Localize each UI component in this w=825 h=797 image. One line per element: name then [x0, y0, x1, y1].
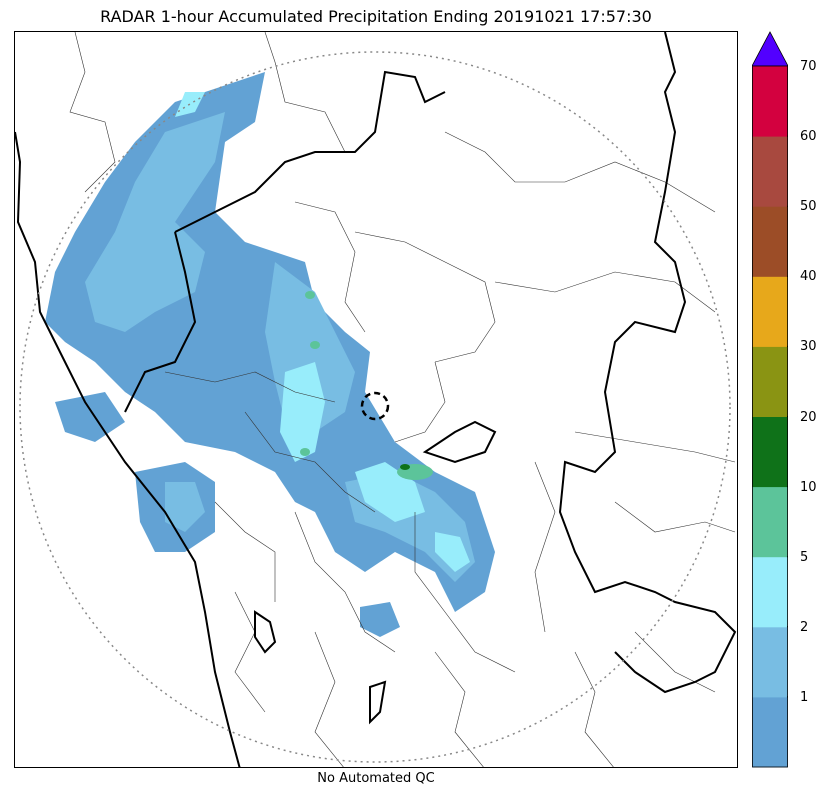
colorbar-bin — [752, 66, 788, 137]
colorbar-bin — [752, 626, 788, 698]
precip-layer-5 — [400, 464, 410, 470]
colorbar-bin — [752, 276, 788, 347]
precip-layer-3 — [175, 92, 470, 572]
colorbar-tick-label: 5 — [800, 549, 809, 565]
colorbar-bin — [752, 696, 788, 768]
colorbar-tick-label: 60 — [800, 129, 817, 145]
colorbar-tick-label: 70 — [800, 59, 817, 74]
chart-title: RADAR 1-hour Accumulated Precipitation E… — [100, 7, 652, 26]
colorbar-tick-label: 50 — [800, 199, 817, 215]
colorbar-bin — [752, 416, 788, 488]
colorbar-tick-label: 1 — [800, 689, 809, 705]
colorbar-bin — [752, 346, 788, 417]
colorbar-bin — [752, 136, 788, 207]
colorbar-overflow-triangle — [752, 31, 788, 67]
radar-site-marker — [360, 391, 390, 421]
colorbar-bin — [752, 206, 788, 277]
colorbar-tick-label: 30 — [800, 339, 817, 355]
colorbar-tick-label: 40 — [800, 269, 817, 285]
colorbar-tick-label: 10 — [800, 479, 817, 495]
colorbar-tick-label: 20 — [800, 409, 817, 425]
colorbar-bin — [752, 486, 788, 558]
district-boundaries — [69, 32, 736, 767]
map-canvas — [15, 32, 737, 767]
colorbar-bin — [752, 556, 788, 628]
qc-note: No Automated QC — [317, 771, 435, 786]
colorbar — [752, 31, 788, 768]
state-boundaries — [15, 32, 737, 767]
range-ring — [19, 51, 731, 763]
radar-map — [14, 31, 738, 768]
colorbar-tick-label: 2 — [800, 619, 809, 635]
